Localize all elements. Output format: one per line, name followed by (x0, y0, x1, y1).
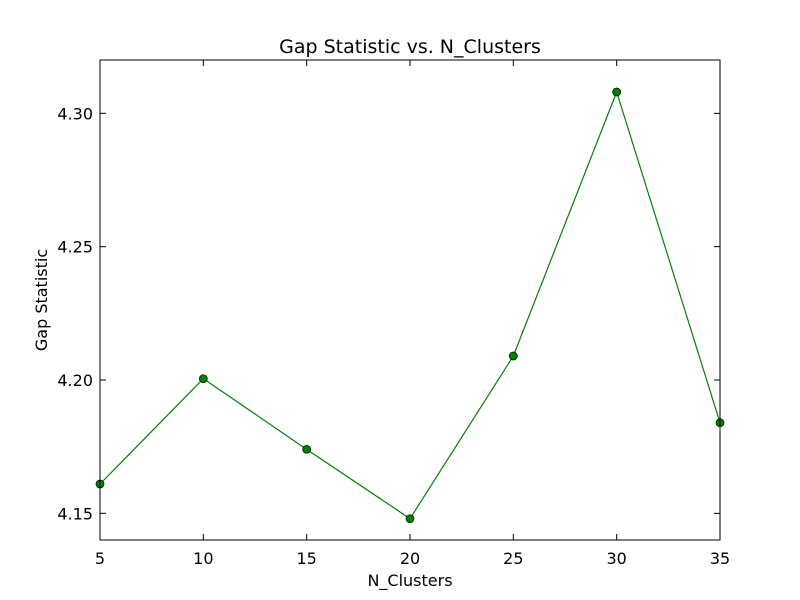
plot-area: 5 10 15 20 25 30 35 4.15 4.20 4.25 4.30 (57, 59, 730, 568)
series-line (99, 90, 721, 520)
x-tick-label: 20 (400, 549, 420, 568)
data-point (612, 87, 622, 97)
x-tick-label: 35 (710, 549, 730, 568)
data-point (302, 444, 312, 454)
x-tick-label: 10 (193, 549, 213, 568)
x-tick-label: 15 (296, 549, 316, 568)
x-axis-label: N_Clusters (367, 571, 452, 591)
data-point (198, 374, 208, 384)
y-tick-label: 4.15 (57, 504, 93, 523)
y-tick-label: 4.30 (57, 104, 93, 123)
data-point (405, 514, 415, 524)
y-tick-label: 4.25 (57, 238, 93, 257)
x-tick-label: 30 (606, 549, 626, 568)
data-point (508, 351, 518, 361)
plot-frame (99, 59, 721, 541)
y-axis-label: Gap Statistic (32, 249, 51, 351)
y-tick-label: 4.20 (57, 371, 93, 390)
chart-title: Gap Statistic vs. N_Clusters (279, 36, 541, 58)
x-tick-label: 25 (503, 549, 523, 568)
x-tick-label: 5 (95, 549, 105, 568)
